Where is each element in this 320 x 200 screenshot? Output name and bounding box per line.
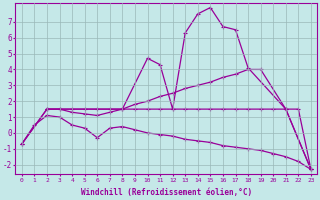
X-axis label: Windchill (Refroidissement éolien,°C): Windchill (Refroidissement éolien,°C) [81,188,252,197]
